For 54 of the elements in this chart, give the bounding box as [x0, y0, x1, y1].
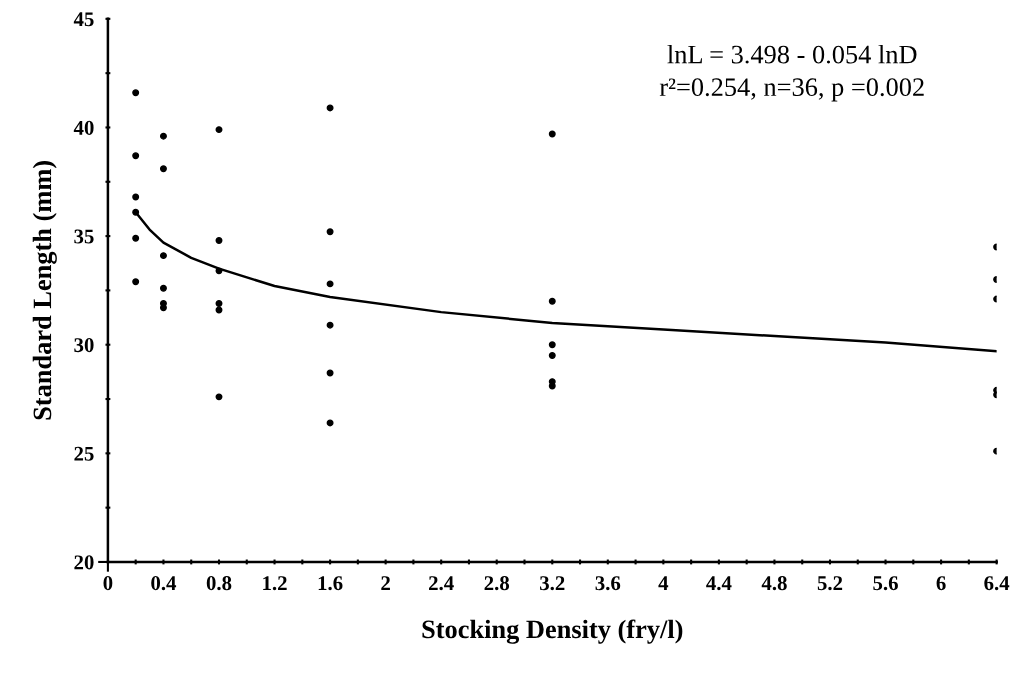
x-tick-label: 1.6 [318, 576, 343, 591]
point [326, 104, 334, 112]
x-tick-label: 0.8 [206, 576, 232, 591]
x-tick-label: 3.6 [595, 576, 621, 591]
annotation: lnL = 3.498 - 0.054 lnD [667, 44, 917, 64]
y-axis-title: Standard Length (mm) [32, 161, 57, 420]
x-tick-label: 2.8 [484, 576, 510, 591]
x-tick-label: 0.4 [151, 576, 177, 591]
point [215, 236, 223, 244]
x-tick-label: 6.4 [984, 576, 1010, 591]
point [326, 369, 334, 377]
x-tick-label: 4.4 [706, 576, 732, 591]
point [326, 228, 334, 236]
point [159, 165, 167, 173]
point [215, 299, 223, 307]
x-tick-label: 5.2 [817, 576, 843, 591]
point [548, 297, 556, 305]
point [132, 278, 140, 286]
x-tick-label: 5.6 [873, 576, 898, 591]
y-tick-label: 40 [73, 120, 94, 135]
point [548, 130, 556, 138]
x-tick-label: 3.2 [540, 576, 565, 591]
point [159, 284, 167, 292]
point [132, 208, 140, 216]
x-tick-label: 4.8 [761, 576, 787, 591]
point [132, 89, 140, 97]
y-tick-label: 20 [74, 555, 94, 570]
point [215, 267, 223, 275]
point [326, 280, 334, 288]
point [326, 419, 334, 427]
point [159, 252, 167, 260]
point [132, 234, 140, 242]
point [132, 193, 140, 201]
point [215, 126, 223, 134]
annotation: r²=0.254, n=36, p =0.002 [659, 78, 924, 102]
y-tick-label: 45 [73, 12, 94, 27]
point [548, 382, 556, 390]
x-tick-label: 2 [381, 576, 390, 590]
point [215, 393, 223, 401]
point [548, 341, 556, 349]
point [159, 304, 167, 312]
y-tick-label: 35 [74, 229, 94, 244]
point [548, 352, 556, 360]
y-tick-label: 30 [74, 338, 94, 353]
x-tick-label: 2.4 [429, 576, 454, 591]
x-tick-label: 1.2 [263, 576, 287, 591]
point [326, 321, 334, 329]
x-tick-label: 6 [936, 576, 946, 591]
x-tick-label: 0 [103, 576, 113, 591]
x-tick-label: 4 [658, 576, 669, 590]
point [159, 132, 167, 140]
x-axis-title: Stocking Density (fry/l) [422, 619, 683, 644]
y-tick-label: 25 [74, 446, 94, 461]
point [132, 152, 140, 160]
